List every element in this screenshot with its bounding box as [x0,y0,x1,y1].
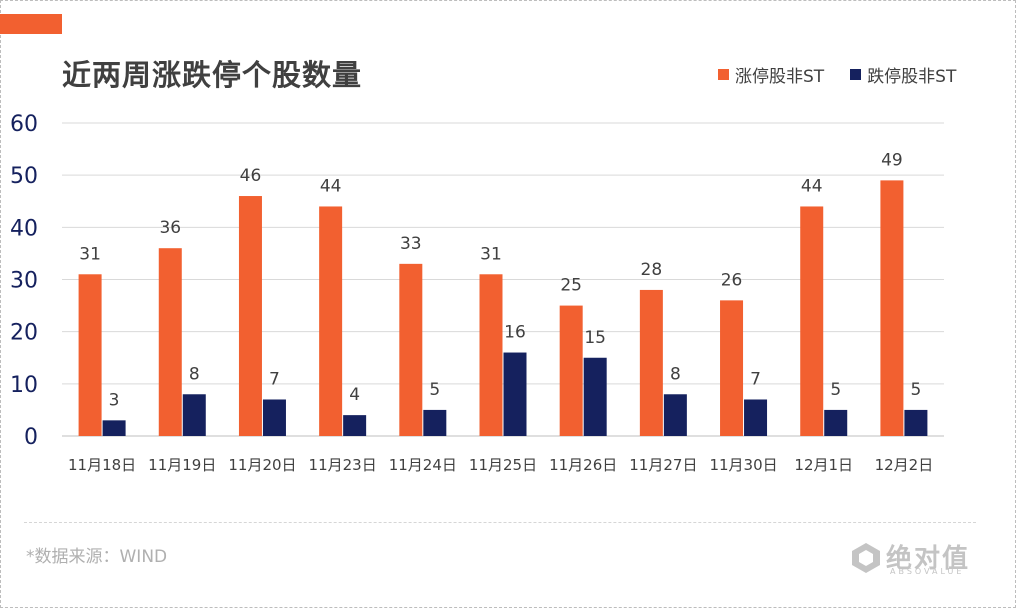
data-label: 5 [830,380,841,400]
legend-label-limit-down: 跌停股非ST [867,67,957,87]
accent-bar [0,14,62,34]
legend-swatch-limit-down [850,69,862,80]
bar-limit-down [904,409,928,436]
bar-limit-up [720,300,744,436]
y-tick-label: 0 [24,425,38,450]
logo-icon [852,543,880,573]
bar-limit-down [343,415,367,436]
footer-divider [24,522,976,523]
bar-limit-down [102,420,126,436]
x-tick-label: 12月1日 [794,456,853,474]
bar-limit-up [319,206,343,436]
data-label: 5 [429,380,440,400]
bar-limit-down [663,394,687,436]
data-label: 7 [750,369,761,389]
data-label: 31 [480,244,502,264]
y-tick-label: 40 [10,216,38,241]
legend-label-limit-up: 涨停股非ST [735,67,825,87]
y-tick-label: 30 [10,269,38,294]
data-label: 5 [910,380,921,400]
bar-limit-up [158,248,182,436]
bar-limit-down [824,409,848,436]
x-tick-label: 11月27日 [629,456,697,474]
x-tick-label: 11月24日 [389,456,457,474]
bar-limit-down [583,357,607,436]
bar-limit-down [262,399,286,436]
data-source-note: *数据来源：WIND [26,547,168,567]
bar-limit-down [503,352,527,436]
data-label: 25 [560,276,582,296]
y-tick-label: 60 [10,112,38,137]
data-label: 26 [721,270,743,290]
data-label: 49 [881,150,903,170]
y-tick-label: 20 [10,321,38,346]
logo-subtext: ABSOVALUE [890,567,965,576]
data-label: 28 [641,260,663,280]
data-label: 44 [320,176,342,196]
legend-item-limit-down: 跌停股非ST [850,62,956,87]
x-tick-label: 11月18日 [68,456,136,474]
logo-text: 绝对值 [886,544,971,574]
x-tick-label: 11月25日 [469,456,537,474]
data-label: 15 [584,328,606,348]
legend-swatch-limit-up [718,69,729,80]
data-label: 8 [189,364,200,384]
brand-logo: 绝对值 ABSOVALUE [850,538,980,578]
data-label: 36 [159,218,181,238]
bar-limit-up [880,180,904,436]
x-tick-label: 12月2日 [875,456,934,474]
bar-limit-up [78,274,102,436]
x-tick-label: 11月19日 [148,456,216,474]
x-tick-label: 11月30日 [709,456,777,474]
data-label: 7 [269,369,280,389]
data-label: 8 [670,364,681,384]
bar-limit-up [399,263,423,436]
x-tick-label: 11月23日 [309,456,377,474]
data-label: 16 [504,323,526,343]
data-label: 4 [349,385,360,405]
data-label: 3 [109,390,120,410]
data-label: 33 [400,234,422,254]
data-label: 31 [79,244,101,264]
bar-limit-up [559,305,583,436]
chart-title: 近两周涨跌停个股数量 [62,58,363,92]
legend: 涨停股非ST 跌停股非ST [718,62,982,87]
bar-limit-up [479,274,503,436]
bar-limit-up [639,289,663,436]
x-tick-label: 11月26日 [549,456,617,474]
y-tick-label: 10 [10,373,38,398]
data-label: 44 [801,176,823,196]
legend-item-limit-up: 涨停股非ST [718,62,824,87]
bar-limit-up [238,196,262,436]
x-tick-label: 11月20日 [228,456,296,474]
bar-limit-down [423,409,447,436]
bar-limit-down [744,399,768,436]
data-label: 46 [240,166,262,186]
bar-limit-up [800,206,824,436]
y-tick-label: 50 [10,164,38,189]
bar-limit-down [182,394,206,436]
